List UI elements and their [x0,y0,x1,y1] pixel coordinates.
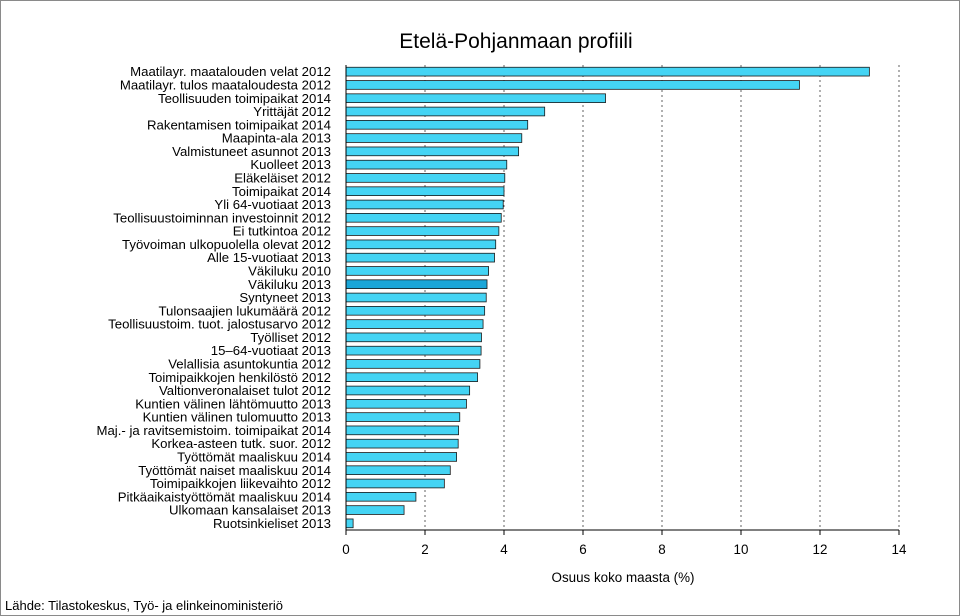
bar [345,452,457,462]
bar [345,425,459,436]
source-note: Lähde: Tilastokeskus, Työ- ja elinkeinom… [5,598,283,613]
bar [345,399,467,409]
bar [345,332,482,343]
category-label: Teollisuustoiminnan investoinnit 2012 [113,210,331,225]
category-label: Yrittäjät 2012 [253,104,331,119]
x-tick-label: 12 [813,542,828,557]
bar [345,226,500,236]
bar [345,173,506,183]
category-label: Eläkeläiset 2012 [234,171,331,186]
category-label: Ei tutkintoa 2012 [233,224,331,239]
category-label: Väkiluku 2013 [248,277,331,292]
category-label: Maatilayr. maatalouden velat 2012 [130,64,331,79]
category-label: Kuolleet 2013 [250,157,331,172]
x-tick-label: 6 [579,542,586,557]
bar [345,239,497,250]
category-label: Korkea-asteen tutk. suor. 2012 [151,436,331,451]
bar [345,266,489,276]
bar [345,279,488,289]
category-label: Maj.- ja ravitsemistoim. toimipaikat 201… [96,423,331,438]
category-label: Ruotsinkieliset 2013 [213,516,331,531]
bar [345,412,461,422]
x-tick-label: 8 [658,542,665,557]
category-label: 15–64-vuotiaat 2013 [211,343,331,358]
bars [345,66,870,529]
bar [345,120,529,130]
bar [345,438,459,449]
category-label: Työvoiman ulkopuolella olevat 2012 [122,237,331,252]
bar [345,372,478,382]
category-label: Alle 15-vuotiaat 2013 [207,250,331,265]
bar [345,93,606,103]
bar [345,492,417,502]
bar [345,505,405,515]
x-tick-label: 0 [342,542,349,557]
category-label: Valtionveronalaiset tulot 2012 [159,383,331,398]
category-label: Toimipaikkojen liikevaihto 2012 [150,476,331,491]
bar [345,478,445,489]
bar [345,80,800,90]
category-labels: Maatilayr. maatalouden velat 2012Maatila… [96,64,331,531]
category-label: Toimipaikkojen henkilöstö 2012 [148,370,331,385]
x-tick-label: 14 [892,542,907,557]
x-tick-label: 4 [500,542,508,557]
category-label: Toimipaikat 2014 [232,184,331,199]
category-label: Valmistuneet asunnot 2013 [172,144,331,159]
chart-title: Etelä-Pohjanmaan profiili [399,30,632,53]
bar [345,252,495,263]
category-label: Kuntien välinen tulomuutto 2013 [143,410,331,425]
category-label: Ulkomaan kansalaiset 2013 [169,503,331,518]
bar [345,292,487,303]
bar [345,66,870,77]
x-axis-label: Osuus koko maasta (%) [552,570,695,585]
category-label: Teollisuustoim. tuot. jalostusarvo 2012 [108,317,331,332]
category-label: Kuntien välinen lähtömuutto 2013 [135,396,331,411]
bar [345,345,482,356]
x-tick-label: 2 [421,542,428,557]
category-label: Työlliset 2012 [250,330,331,345]
bar [345,159,508,170]
bar [345,186,505,196]
x-axis: 0 2 4 6 8 10 12 14 [342,65,907,557]
category-label: Rakentamisen toimipaikat 2014 [147,117,331,132]
category-label: Työttömät naiset maaliskuu 2014 [138,463,331,478]
category-label: Yli 64-vuotiaat 2013 [214,197,331,212]
category-label: Maapinta-ala 2013 [222,131,331,146]
category-label: Työttömät maaliskuu 2014 [177,450,331,465]
bar [345,199,504,210]
category-label: Tulonsaajien lukumäärä 2012 [158,303,331,318]
category-label: Väkiluku 2010 [248,264,331,279]
x-tick-label: 10 [734,542,749,557]
category-label: Pitkäaikaistyöttömät maaliskuu 2014 [118,489,331,504]
bar [345,319,484,329]
bar [345,213,502,223]
bar [345,133,523,143]
bar [345,518,354,529]
category-label: Syntyneet 2013 [239,290,331,305]
category-label: Maatilayr. tulos maataloudesta 2012 [120,78,331,93]
bar [345,306,486,316]
category-label: Velallisia asuntokuntia 2012 [168,357,331,372]
bar [345,106,546,117]
category-label: Teollisuuden toimipaikat 2014 [158,91,331,106]
bar [345,385,471,396]
bar [345,146,520,157]
bar [345,465,451,475]
bar [345,359,481,369]
